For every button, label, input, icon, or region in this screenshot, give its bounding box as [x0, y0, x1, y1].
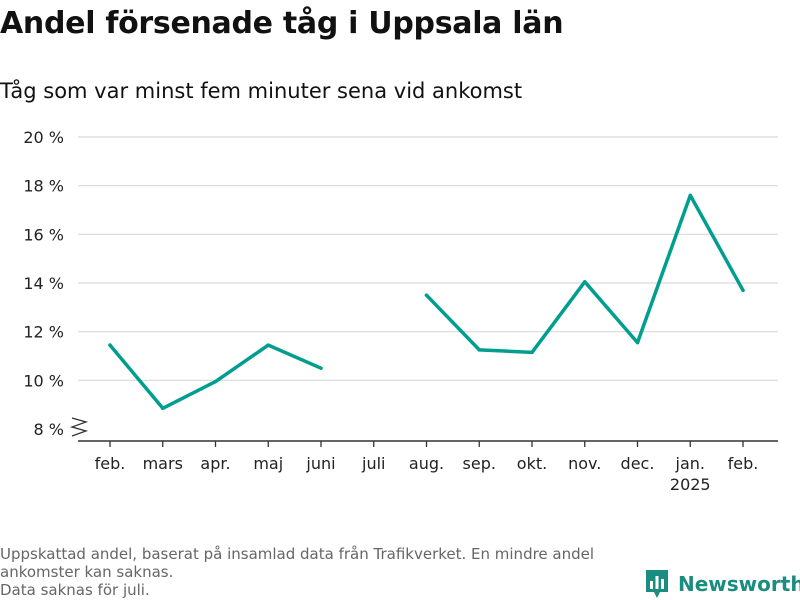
axis-break-icon [69, 417, 89, 437]
grid-lines [78, 136, 778, 381]
footnote-line: Data saknas för juli. [0, 581, 150, 599]
data-point [108, 343, 112, 347]
data-point [688, 193, 692, 198]
x-tick-sublabel: 2025 [670, 475, 711, 494]
y-tick-label: 12 % [23, 323, 64, 342]
data-point [741, 288, 745, 292]
series-lines [108, 193, 745, 411]
line-chart: 8 % 10 % 12 % 14 % 16 % 18 % 20 % feb. mars apr.… [23, 128, 778, 494]
data-point [635, 340, 640, 345]
x-axis-ticks: feb. mars apr. maj juni juli aug. sep. okt. nov. d… [95, 441, 759, 494]
newsworthy-logo-icon [646, 570, 668, 598]
x-tick-label: maj [253, 454, 283, 473]
footnote: Uppskattad andel, baserat på insamlad da… [0, 545, 640, 599]
y-tick-label: 18 % [23, 177, 64, 196]
x-tick-label: apr. [200, 454, 230, 473]
y-axis-ticks: 8 % 10 % 12 % 14 % 16 % 18 % 20 % [23, 128, 64, 439]
x-axis [69, 417, 778, 442]
y-tick-label: 20 % [23, 128, 64, 147]
x-tick-label: feb. [95, 454, 126, 473]
chart-title: Andel försenade tåg i Uppsala län [0, 6, 564, 41]
data-point [477, 348, 481, 352]
footnote-line: ankomster kan saknas. [0, 563, 174, 581]
x-tick-label: juni [305, 454, 335, 473]
x-tick-label: jan. [675, 454, 705, 473]
data-point [213, 379, 218, 384]
series-line [108, 343, 323, 411]
data-points [108, 193, 745, 411]
x-tick-label: nov. [568, 454, 601, 473]
data-point [530, 350, 534, 355]
x-tick-label: sep. [463, 454, 496, 473]
data-point [424, 293, 429, 297]
x-tick-label: dec. [621, 454, 655, 473]
data-point [583, 280, 587, 284]
x-tick-label: feb. [728, 454, 759, 473]
y-tick-label: 14 % [23, 274, 64, 293]
brand-name: Newsworthy [678, 572, 800, 596]
brand-logo: Newsworthy [644, 568, 800, 600]
y-tick-label: 10 % [23, 371, 64, 390]
series-line [424, 193, 745, 355]
y-tick-label: 8 % [34, 420, 64, 439]
x-tick-label: mars [143, 454, 183, 473]
y-tick-label: 16 % [23, 225, 64, 244]
data-point [266, 343, 270, 347]
chart-subtitle: Tåg som var minst fem minuter sena vid a… [0, 79, 523, 103]
x-tick-label: aug. [409, 454, 444, 473]
footnote-line: Uppskattad andel, baserat på insamlad da… [0, 545, 595, 563]
data-point [319, 366, 323, 370]
x-tick-label: okt. [517, 454, 547, 473]
x-tick-label: juli [361, 454, 385, 473]
data-point [161, 406, 165, 411]
